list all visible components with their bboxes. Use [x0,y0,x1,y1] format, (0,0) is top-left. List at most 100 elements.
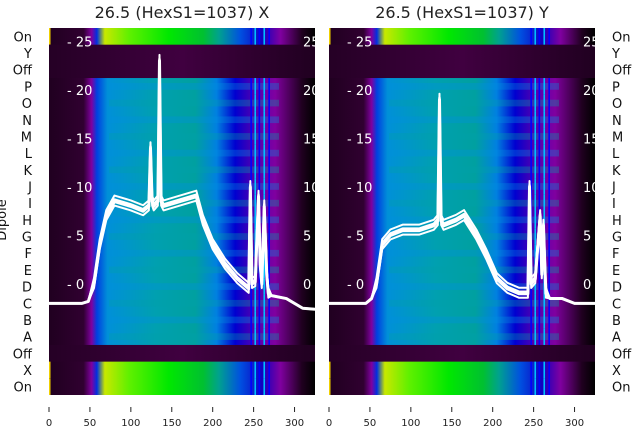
inner-ytick-right: 25 [303,36,320,51]
heatmap-stripe [548,378,550,395]
heatmap-stripe [530,361,532,379]
heatmap-row-Off [329,61,595,79]
panel-x: 26.5 (HexS1=1037) X- 0 0- 5 5- 10 10- 15 15-… [0,3,320,429]
heatmap-stripe [543,194,546,212]
heatmap-cell-band [109,283,279,290]
heatmap-stripe [254,178,257,196]
xtick-label: 250 [244,418,263,429]
row-label: X [612,364,621,379]
heatmap-stripe [530,94,532,112]
heatmap-stripe [548,161,550,179]
heatmap-stripe [268,261,270,279]
row-label: C [612,297,621,312]
panel-title: 26.5 (HexS1=1037) Y [375,3,549,22]
inner-ytick-right: 0 [583,278,591,293]
row-label: Y [611,47,620,62]
inner-ytick-left: - 10 [67,181,92,196]
heatmap-stripe [250,128,252,146]
panel-y: 26.5 (HexS1=1037) Y- 0 0- 5 5- 10 10- 15 15-… [326,3,632,429]
heatmap-stripe [534,361,537,379]
heatmap-stripe [534,211,537,229]
inner-ytick-left: - 0 [67,278,84,293]
heatmap-stripe [254,228,257,246]
heatmap-cell-band [109,266,279,274]
xtick-label: 50 [364,418,377,429]
heatmap-row-M [49,128,315,146]
heatmap-row-N [329,111,595,129]
heatmap-stripe [534,228,537,246]
row-label: On [14,381,32,396]
heatmap-stripe [548,94,550,112]
heatmap-stripe [548,28,550,46]
inner-ytick-right: 5 [303,230,311,245]
inner-ytick-right: 10 [303,181,320,196]
row-label: L [612,147,620,162]
heatmap-stripe [268,94,270,112]
heatmap-stripe [538,161,541,179]
heatmap-stripe [254,378,257,395]
heatmap-stripe [548,328,550,346]
inner-ytick-left: - 5 [67,230,84,245]
row-label: P [612,80,620,95]
heatmap-row-O [49,94,315,112]
heatmap-stripe [254,294,257,313]
heatmap-stripe [548,261,550,279]
inner-ytick-left: - 25 [67,36,92,51]
heatmap-cell-band [389,199,559,207]
heatmap-stripe [548,244,550,263]
heatmap-stripe [530,178,532,196]
heatmap-row-X [49,361,315,379]
xtick-label: 250 [524,418,543,429]
heatmap-stripe [538,78,541,96]
row-label: F [25,247,32,262]
row-label: On [612,30,630,45]
heatmap-stripe [250,378,252,395]
heatmap-stripe [548,211,550,229]
heatmap-stripe [538,361,541,379]
heatmap-cell-band [109,333,279,340]
heatmap-stripe [538,378,541,395]
heatmap-stripe [268,78,270,96]
inner-ytick-right: 15 [303,133,320,148]
row-label: P [24,80,32,95]
row-label: O [22,97,32,112]
heatmap-edge [49,378,51,395]
heatmap-stripe [254,311,257,329]
heatmap-edge [329,378,331,395]
heatmap-stripe [250,294,252,313]
heatmap-cell-band [389,266,559,274]
heatmap-stripe [268,178,270,196]
heatmap-stripe [548,228,550,246]
heatmap-row-On [49,28,315,46]
heatmap-stripe [268,161,270,179]
trace-line-3 [329,96,595,305]
heatmap-row-B [49,311,315,329]
heatmap-stripe [258,78,261,96]
row-label: N [22,114,32,129]
heatmap-stripe [530,128,532,146]
heatmap-stripe [538,94,541,112]
heatmap-edge [329,28,331,45]
heatmap-stripe [258,178,261,196]
heatmap: - 0 0 - 5 5 - 10 10 - 15 15 - 20 20 - 25 25 [329,28,595,395]
row-label: H [612,214,622,229]
heatmap-stripe [250,94,252,112]
heatmap-stripe [543,144,546,162]
heatmap-row-On [49,378,315,395]
heatmap-row-M [329,128,595,146]
inner-ytick-left: - 5 [347,230,364,245]
heatmap-cell-band [389,283,559,290]
heatmap-stripe [250,111,252,129]
heatmap-stripe [268,28,270,46]
heatmap-stripe [538,194,541,212]
heatmap-stripe [538,128,541,146]
heatmap-stripe [258,361,261,379]
heatmap-stripe [534,28,537,46]
heatmap-row-Y [49,44,315,62]
heatmap-stripe [534,278,537,296]
heatmap-cell-band [109,149,279,157]
heatmap-stripe [530,294,532,313]
heatmap-stripe [538,28,541,46]
xtick-label: 0 [326,418,332,429]
